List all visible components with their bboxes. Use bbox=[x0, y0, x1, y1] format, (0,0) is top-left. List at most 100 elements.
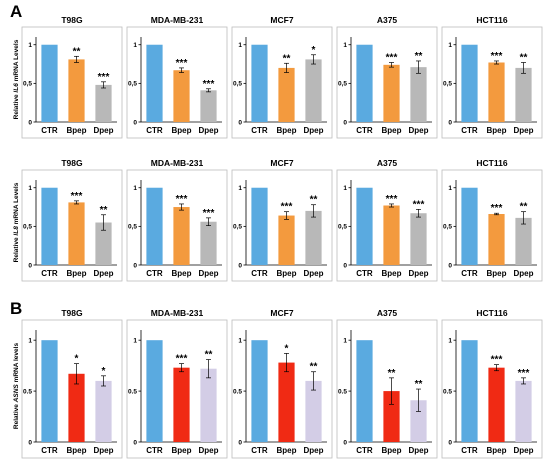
chart-title: A375 bbox=[377, 15, 398, 25]
y-axis-label-prefix: Relative bbox=[13, 93, 20, 120]
category-label: Bpep bbox=[487, 269, 507, 278]
category-label: Dpep bbox=[94, 269, 114, 278]
chart-panel: A375 0 0,5 1 CTR *** Bpep ** Dpep bbox=[336, 15, 438, 139]
significance-stars: ** bbox=[205, 350, 213, 361]
y-tick-label: 0 bbox=[28, 439, 32, 446]
category-label: Dpep bbox=[304, 269, 324, 278]
y-tick-label: 0,5 bbox=[338, 81, 347, 88]
significance-stars: * bbox=[75, 354, 79, 365]
y-tick-label: 0 bbox=[28, 262, 32, 269]
bar-dpep bbox=[200, 368, 217, 442]
significance-stars: ** bbox=[520, 202, 528, 213]
bar-ctr bbox=[461, 340, 478, 442]
y-tick-label: 0,5 bbox=[233, 224, 242, 231]
chart-frame bbox=[441, 169, 543, 282]
chart-panel: T98G 0 0.5 1 CTR * Bpep * Dpep Relative ASNS mRNA… bbox=[13, 308, 123, 459]
chart-title: MDA-MB-231 bbox=[151, 15, 204, 25]
chart-frame bbox=[441, 26, 543, 139]
chart-frame bbox=[21, 26, 123, 139]
chart-title: HCT116 bbox=[476, 15, 507, 25]
bar-dpep bbox=[95, 222, 112, 265]
y-tick-label: 0.5 bbox=[23, 388, 32, 395]
chart-panel: MDA-MB-231 0 0,5 1 CTR *** Bpep *** Dpep bbox=[126, 158, 228, 282]
chart-panel: A375 0 0,5 1 CTR *** Bpep *** Dpep bbox=[336, 158, 438, 282]
category-label: Bpep bbox=[487, 126, 507, 135]
bar-bpep bbox=[488, 367, 505, 442]
category-label: Bpep bbox=[67, 446, 87, 455]
category-label: Bpep bbox=[487, 446, 507, 455]
y-tick-label: 0 bbox=[343, 262, 347, 269]
y-tick-label: 1 bbox=[343, 337, 347, 344]
bar-bpep bbox=[173, 70, 190, 122]
bar-bpep bbox=[68, 59, 85, 122]
chart-panel: T98G 0 0,5 1 CTR *** Bpep ** Dpep Relative IL8 mR… bbox=[13, 158, 123, 282]
y-tick-label: 1 bbox=[28, 337, 32, 344]
y-tick-label: 0.5 bbox=[233, 388, 242, 395]
chart-frame bbox=[21, 319, 123, 459]
significance-stars: ** bbox=[283, 53, 291, 64]
bar-ctr bbox=[251, 44, 268, 122]
bar-dpep bbox=[515, 217, 532, 265]
category-label: CTR bbox=[146, 446, 163, 455]
y-tick-label: 0,5 bbox=[233, 81, 242, 88]
significance-stars: * bbox=[285, 343, 289, 354]
bar-dpep bbox=[410, 213, 427, 265]
bar-bpep bbox=[173, 367, 190, 442]
chart-title: MCF7 bbox=[270, 308, 293, 318]
y-tick-label: 1 bbox=[448, 337, 452, 344]
category-label: CTR bbox=[146, 126, 163, 135]
category-label: Bpep bbox=[67, 269, 87, 278]
y-axis-label: Relative IL8 mRNA Levels bbox=[13, 182, 20, 262]
bar-dpep bbox=[305, 380, 322, 442]
y-tick-label: 0 bbox=[238, 119, 242, 126]
y-tick-label: 0 bbox=[343, 439, 347, 446]
chart-panel: HCT116 0 0.5 1 CTR *** Bpep *** Dpep bbox=[441, 308, 543, 459]
y-axis-label-suffix: mRNA levels bbox=[13, 343, 20, 385]
chart-frame bbox=[441, 319, 543, 459]
significance-stars: ** bbox=[388, 368, 396, 379]
bar-ctr bbox=[251, 340, 268, 442]
significance-stars: *** bbox=[176, 194, 188, 205]
chart-title: T98G bbox=[61, 308, 83, 318]
y-tick-label: 0 bbox=[133, 262, 137, 269]
category-label: Dpep bbox=[94, 126, 114, 135]
category-label: CTR bbox=[41, 269, 58, 278]
category-label: CTR bbox=[461, 126, 478, 135]
y-tick-label: 1 bbox=[448, 42, 452, 49]
category-label: Dpep bbox=[409, 446, 429, 455]
y-tick-label: 1 bbox=[343, 185, 347, 192]
y-tick-label: 0 bbox=[133, 119, 137, 126]
category-label: CTR bbox=[251, 126, 268, 135]
bar-ctr bbox=[461, 187, 478, 265]
bar-dpep bbox=[515, 67, 532, 122]
significance-stars: *** bbox=[176, 354, 188, 365]
chart-frame bbox=[21, 169, 123, 282]
category-label: Bpep bbox=[67, 126, 87, 135]
bar-bpep bbox=[383, 64, 400, 122]
bar-ctr bbox=[251, 187, 268, 265]
category-label: Dpep bbox=[514, 269, 534, 278]
significance-stars: *** bbox=[413, 199, 425, 210]
bar-bpep bbox=[278, 362, 295, 442]
category-label: CTR bbox=[251, 269, 268, 278]
category-label: Bpep bbox=[382, 446, 402, 455]
bar-bpep bbox=[488, 214, 505, 265]
chart-frame bbox=[231, 169, 333, 282]
y-tick-label: 1 bbox=[28, 42, 32, 49]
chart-frame bbox=[336, 319, 438, 459]
bar-bpep bbox=[383, 391, 400, 442]
bar-dpep bbox=[95, 84, 112, 122]
category-label: Dpep bbox=[199, 126, 219, 135]
significance-stars: * bbox=[102, 366, 106, 377]
y-tick-label: 0,5 bbox=[23, 81, 32, 88]
category-label: Dpep bbox=[199, 269, 219, 278]
bar-bpep bbox=[68, 202, 85, 265]
bar-ctr bbox=[356, 340, 373, 442]
y-axis-label-gene: IL6 bbox=[13, 83, 20, 93]
bar-bpep bbox=[68, 373, 85, 442]
y-tick-label: 1 bbox=[238, 185, 242, 192]
y-tick-label: 0 bbox=[448, 119, 452, 126]
significance-stars: *** bbox=[491, 203, 503, 214]
panel-label-b: B bbox=[10, 299, 22, 318]
